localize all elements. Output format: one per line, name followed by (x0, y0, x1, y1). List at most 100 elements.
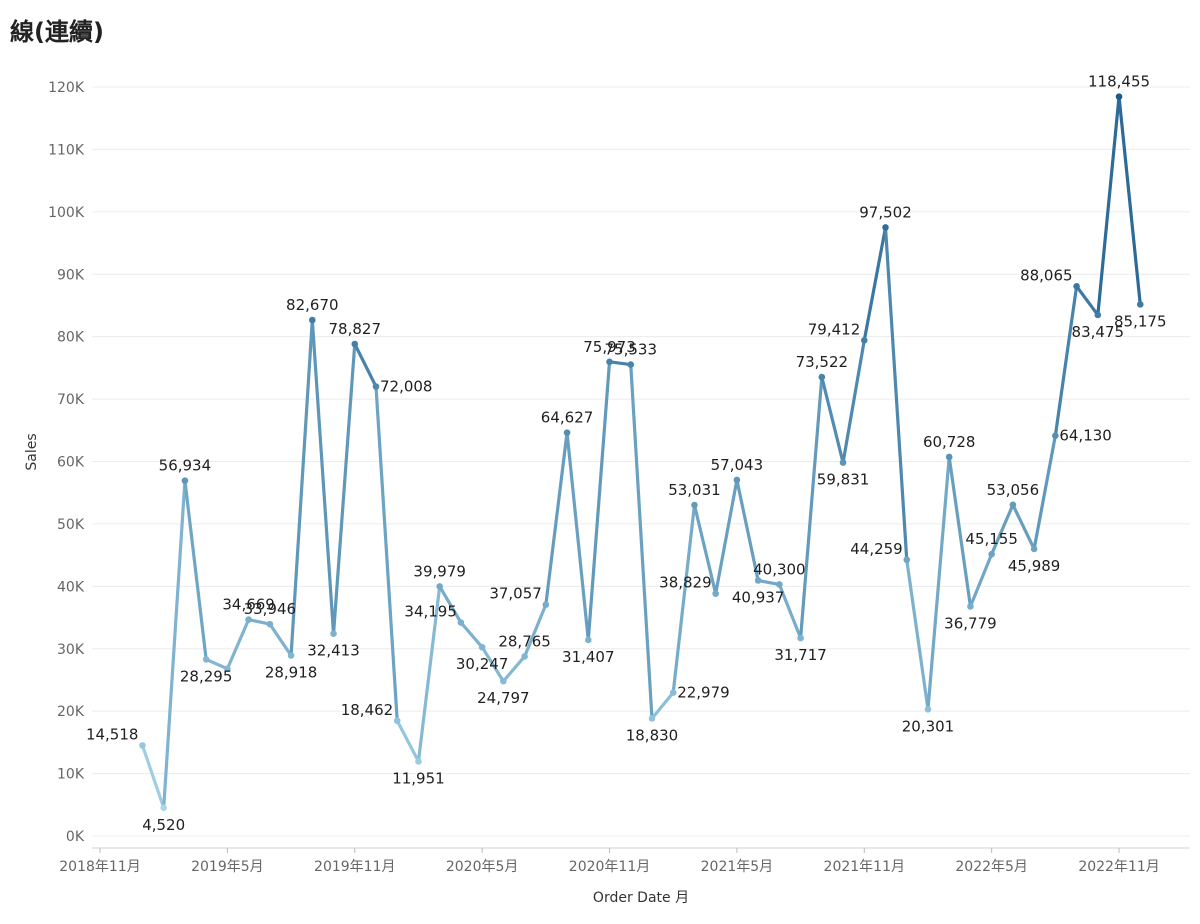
data-point (691, 501, 698, 509)
data-point (266, 620, 274, 628)
y-tick-label: 80K (57, 330, 85, 346)
line-segment (820, 375, 845, 465)
data-point (776, 581, 783, 588)
data-label: 39,979 (413, 562, 466, 580)
data-label: 40,300 (753, 560, 806, 578)
gridlines (92, 86, 1190, 837)
data-label: 53,031 (668, 481, 721, 499)
data-label: 45,989 (1008, 557, 1061, 575)
data-label: 57,043 (711, 456, 764, 474)
data-label: 38,829 (659, 574, 712, 592)
data-point (669, 689, 677, 696)
line-segment (1117, 95, 1142, 306)
data-point (1136, 301, 1144, 308)
data-label: 22,979 (677, 684, 730, 702)
data-label: 28,918 (265, 664, 318, 682)
data-label: 64,130 (1059, 427, 1112, 445)
x-tick-label: 2018年11月 (59, 859, 140, 875)
line-segment (1011, 503, 1036, 551)
x-tick-label: 2020年5月 (446, 859, 519, 875)
data-point (733, 476, 741, 484)
line-segment (459, 620, 484, 649)
data-point (309, 316, 316, 324)
data-label: 88,065 (1020, 266, 1073, 284)
line-segment (650, 690, 675, 721)
x-tick-label: 2021年11月 (824, 859, 905, 875)
data-point (393, 717, 401, 725)
line-segment (1053, 284, 1079, 438)
y-tick-label: 120K (48, 80, 85, 96)
line-segment (777, 582, 803, 640)
data-point (436, 583, 443, 590)
y-tick-label: 40K (57, 579, 85, 595)
line-segment (289, 318, 314, 658)
line-segment (374, 384, 399, 723)
line-segment (756, 578, 781, 587)
data-label: 73,522 (796, 353, 849, 371)
data-point (860, 337, 868, 344)
data-label: 32,413 (307, 642, 360, 660)
x-tick-label: 2019年5月 (191, 859, 264, 875)
data-label: 37,057 (489, 585, 542, 603)
line-segment (968, 552, 994, 609)
line-segment (225, 618, 251, 671)
data-label: 28,295 (180, 667, 233, 685)
line-segment (565, 431, 590, 642)
data-point (287, 652, 295, 659)
line-segment (990, 503, 1015, 556)
data-point (500, 677, 507, 685)
x-tick-label: 2019年11月 (314, 859, 395, 875)
x-tick-label: 2021年5月 (701, 859, 774, 875)
data-point (797, 634, 804, 642)
data-point (478, 643, 486, 651)
data-point (1094, 311, 1102, 319)
data-label: 11,951 (392, 769, 445, 787)
y-tick-label: 70K (57, 392, 85, 408)
data-label: 31,407 (562, 648, 615, 666)
data-point (1009, 501, 1017, 509)
data-point (882, 224, 889, 231)
line-segment (1074, 284, 1100, 317)
data-point (967, 603, 974, 610)
chart-title: 線(連續) (10, 18, 104, 46)
data-label: 97,502 (859, 203, 912, 221)
line-segment (926, 455, 951, 711)
data-label: 75,533 (605, 341, 658, 359)
data-point (351, 340, 359, 348)
data-label: 28,765 (498, 632, 551, 650)
data-label: 30,247 (456, 655, 509, 673)
x-axis-title: Order Date 月 (593, 890, 689, 906)
line-segment (1096, 95, 1121, 317)
data-label: 72,008 (380, 378, 433, 396)
line-segment (905, 558, 930, 711)
data-label: 56,934 (159, 457, 212, 475)
data-point (139, 742, 146, 749)
data-label: 20,301 (902, 717, 955, 735)
y-tick-label: 20K (57, 704, 85, 720)
data-point (648, 715, 656, 722)
line-segment (480, 645, 505, 683)
data-point (818, 373, 826, 381)
data-point (245, 616, 252, 623)
data-point (457, 619, 465, 626)
data-label: 14,518 (86, 725, 139, 743)
data-label: 34,195 (404, 603, 457, 621)
data-label: 118,455 (1088, 73, 1150, 91)
line-segment (247, 618, 272, 626)
data-label: 4,520 (142, 816, 185, 834)
line-segment (607, 360, 633, 367)
data-label: 83,475 (1072, 323, 1125, 341)
data-label: 64,627 (541, 409, 594, 427)
y-tick-label: 10K (57, 767, 85, 783)
data-label: 53,056 (987, 481, 1040, 499)
data-point (945, 453, 953, 461)
line-segment (310, 318, 336, 636)
line-segment (692, 503, 718, 596)
data-label: 18,830 (626, 726, 679, 744)
data-label: 82,670 (286, 296, 339, 314)
data-point (224, 665, 231, 673)
data-point (160, 804, 167, 812)
data-label: 31,717 (774, 646, 827, 664)
data-label: 78,827 (329, 320, 382, 338)
line-segment (331, 342, 357, 636)
